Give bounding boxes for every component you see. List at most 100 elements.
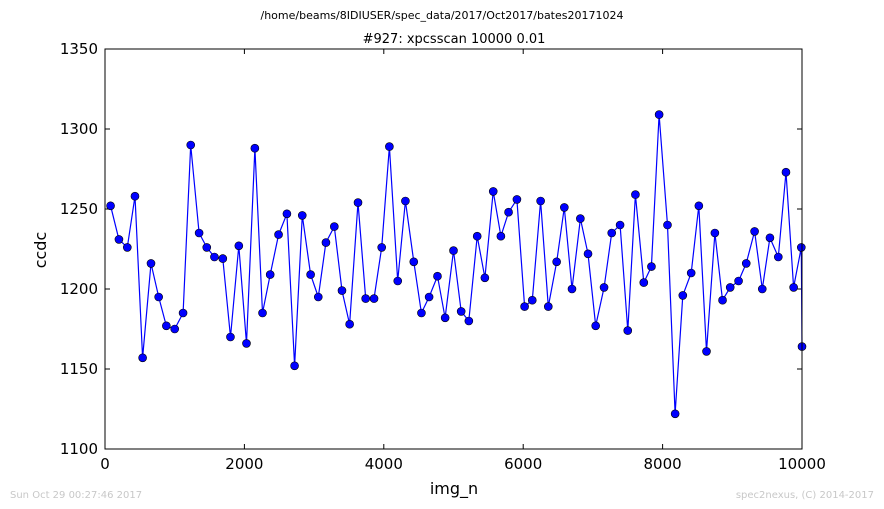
data-point [591, 321, 600, 331]
data-point [694, 201, 704, 211]
data-point [496, 231, 506, 241]
y-tick-label: 1200 [60, 280, 98, 298]
data-point [789, 283, 798, 292]
footer-credit: spec2nexus, (C) 2014-2017 [736, 490, 874, 501]
plot-frame [104, 48, 803, 450]
data-point [797, 243, 806, 252]
x-axis-label: img_n [430, 479, 478, 499]
y-tick-label: 1150 [60, 360, 98, 378]
data-point [702, 347, 711, 356]
data-point [234, 241, 244, 251]
data-point [106, 201, 115, 211]
data-point [385, 142, 394, 151]
data-point [258, 308, 267, 318]
data-point [520, 302, 529, 311]
data-point [472, 231, 482, 241]
y-tick-label: 1100 [60, 440, 98, 458]
data-point [321, 238, 331, 247]
data-point [774, 252, 783, 262]
data-point [162, 321, 171, 331]
y-tick-label: 1300 [60, 120, 98, 138]
data-point [512, 195, 522, 204]
data-point [417, 308, 426, 318]
data-point [178, 308, 188, 318]
chart-title: #927: xpcsscan 10000 0.01 [363, 32, 546, 47]
data-point [218, 254, 228, 263]
data-point [274, 230, 283, 239]
data-point [456, 307, 466, 316]
data-point [567, 284, 577, 294]
footer-timestamp: Sun Oct 29 00:27:46 2017 [10, 490, 142, 501]
data-point [242, 339, 251, 348]
data-point [194, 228, 204, 238]
data-point [114, 235, 124, 244]
data-point [741, 259, 751, 268]
data-point [464, 316, 474, 326]
data-point [449, 246, 458, 255]
data-point [536, 196, 545, 206]
data-point [146, 259, 156, 268]
data-point [345, 319, 354, 329]
data-point [599, 283, 609, 292]
figure-suptitle: /home/beams/8IDIUSER/spec_data/2017/Oct2… [261, 9, 624, 22]
y-axis-label: ccdc [31, 232, 50, 269]
data-point [488, 187, 498, 196]
data-point [504, 207, 513, 217]
data-point [377, 243, 387, 252]
y-tick-label: 1250 [60, 200, 98, 218]
data-point [409, 257, 419, 267]
data-point [138, 353, 147, 363]
data-series [106, 110, 807, 419]
data-point [527, 295, 537, 305]
data-point [686, 268, 696, 278]
data-point [290, 361, 299, 371]
data-point [226, 332, 235, 342]
data-point [583, 249, 593, 259]
data-point [353, 198, 363, 207]
data-point [734, 276, 743, 286]
data-point [576, 214, 585, 223]
data-point [678, 291, 688, 300]
data-point [654, 110, 664, 119]
data-point [718, 295, 727, 305]
data-point [154, 292, 163, 302]
x-tick-label: 0 [100, 455, 110, 473]
data-point [313, 292, 323, 302]
data-point [623, 326, 633, 335]
y-tick-label: 1350 [60, 40, 98, 58]
data-point [424, 292, 434, 302]
data-point [265, 270, 275, 279]
data-point [560, 203, 569, 212]
data-point [337, 286, 347, 295]
data-point [670, 409, 680, 419]
data-point [765, 233, 775, 243]
x-tick-label: 8000 [644, 455, 682, 473]
data-point [361, 294, 370, 303]
data-point [306, 270, 315, 279]
data-point [781, 167, 791, 177]
data-point [440, 313, 450, 323]
x-tick-label: 4000 [365, 455, 403, 473]
data-point [393, 276, 403, 286]
data-point [433, 271, 442, 281]
x-tick-label: 10000 [778, 455, 826, 473]
data-point [401, 196, 410, 206]
data-point [663, 220, 672, 230]
data-point [639, 278, 649, 287]
data-point [480, 273, 490, 283]
data-point [297, 211, 307, 220]
data-point [130, 191, 140, 201]
data-point [725, 283, 735, 292]
data-point [750, 227, 759, 236]
data-point [631, 190, 640, 199]
data-point [607, 228, 617, 238]
series-line [110, 114, 803, 414]
data-point [647, 262, 656, 271]
data-point [170, 324, 179, 334]
data-point [282, 209, 292, 219]
data-point [250, 143, 260, 153]
data-point [210, 252, 219, 262]
data-point [330, 222, 339, 231]
data-point [369, 294, 379, 303]
